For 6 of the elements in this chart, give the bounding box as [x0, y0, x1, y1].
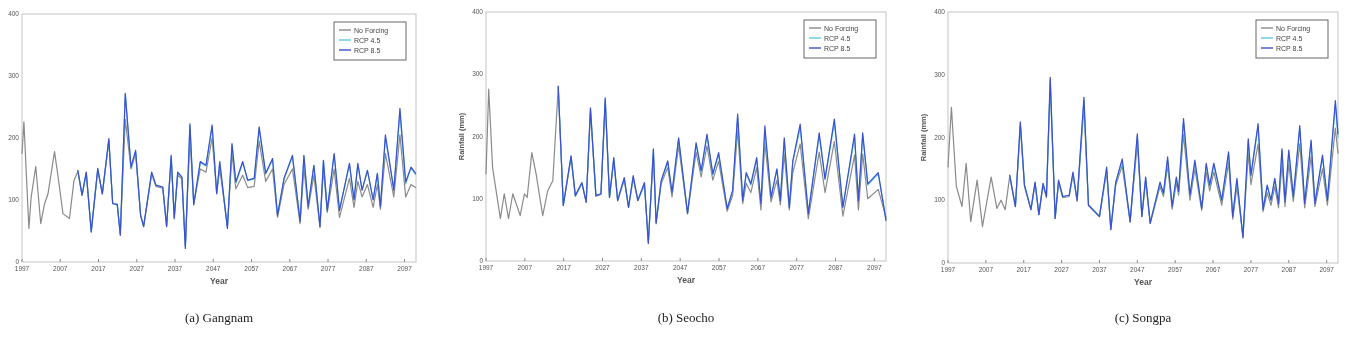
- x-axis-title: Year: [677, 275, 696, 285]
- text: (a) Gangnam: [184, 310, 254, 325]
- x-axis-title: Year: [210, 276, 229, 286]
- x-axis-title: Year: [1134, 277, 1153, 287]
- text: (c) Songpa: [1114, 310, 1172, 325]
- text: (b) Seocho: [657, 310, 715, 325]
